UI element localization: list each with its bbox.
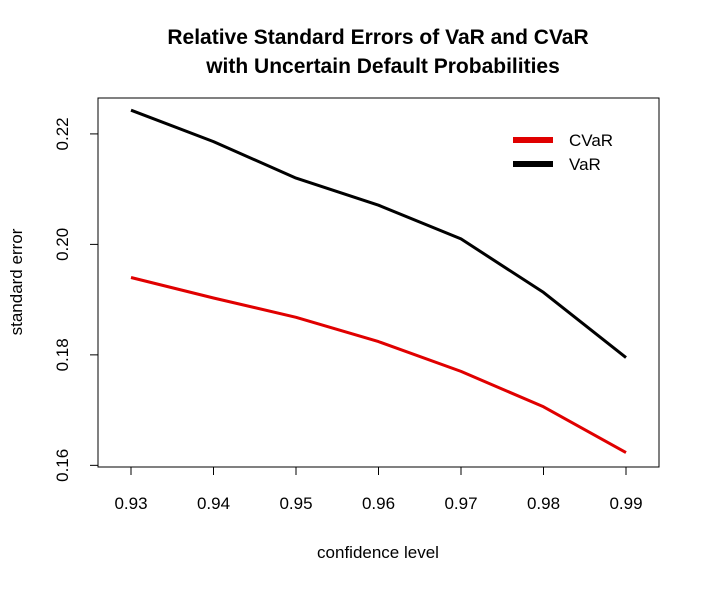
series-line-var [130,108,627,359]
x-axis: 0.93 0.94 0.95 0.96 0.97 0.98 0.99 [114,466,643,513]
chart-title-line-2: with Uncertain Default Probabilities [205,55,560,78]
plot-frame [97,97,660,468]
y-tick-label: 0.22 [53,117,72,150]
y-axis-label: standard error [7,228,26,335]
x-tick-label: 0.98 [527,494,560,513]
y-tick-label: 0.18 [53,338,72,371]
x-tick-label: 0.97 [444,494,477,513]
chart-title-line-1: Relative Standard Errors of VaR and CVaR [167,26,588,49]
x-tick-label: 0.93 [114,494,147,513]
series-layer [130,108,627,454]
chart-title: Relative Standard Errors of VaR and CVaR… [167,26,588,78]
legend-label-cvar: CVaR [569,131,613,150]
x-tick-label: 0.95 [279,494,312,513]
series-line-cvar [130,276,627,454]
x-tick-label: 0.99 [609,494,642,513]
y-tick-label: 0.20 [53,228,72,261]
legend-label-var: VaR [569,155,601,174]
x-axis-label: confidence level [317,543,439,562]
y-tick-label: 0.16 [53,449,72,482]
y-axis: 0.16 0.18 0.20 0.22 [53,117,99,482]
x-tick-label: 0.96 [362,494,395,513]
x-tick-label: 0.94 [197,494,230,513]
legend: CVaR VaR [513,131,613,174]
